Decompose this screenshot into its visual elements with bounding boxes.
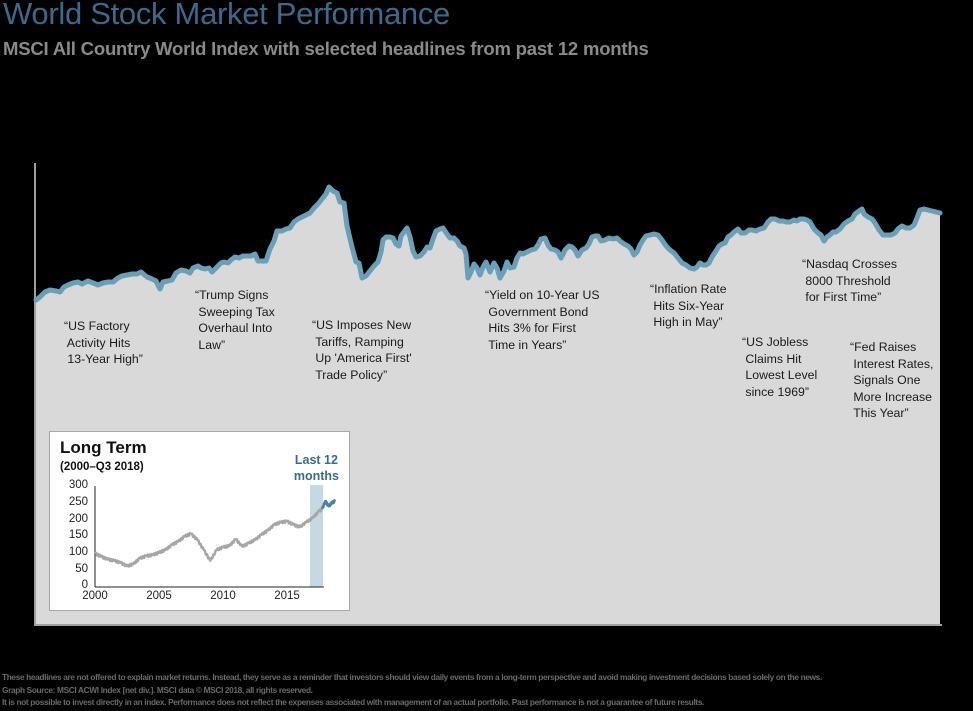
annotation-inflation: “Inflation Rate Hits Six-Year High in Ma…: [650, 282, 727, 330]
annotation-nasdaq: “Nasdaq Crosses 8000 Threshold for First…: [802, 257, 897, 305]
long-term-inset: Long Term (2000–Q3 2018) Last 12 months …: [49, 431, 350, 611]
x-tick-2005: 2005: [146, 590, 172, 602]
x-tick-2000: 2000: [82, 590, 108, 602]
annotation-jobless: “US Jobless Claims Hit Lowest Level sinc…: [742, 335, 818, 399]
y-tick-50: 50: [75, 563, 88, 575]
x-tick-2015: 2015: [274, 590, 300, 602]
inset-subtitle: (2000–Q3 2018): [60, 461, 144, 473]
footer-line-3: It is not possible to invest directly in…: [2, 697, 705, 708]
y-tick-0: 0: [81, 579, 88, 591]
footer-disclaimer: These headlines are not offered to expla…: [2, 671, 822, 709]
footer-line-2: Graph Source: MSCI ACWI Index [net div.]…: [2, 684, 313, 695]
chart-subtitle: MSCI All Country World Index with select…: [3, 38, 649, 59]
annotation-yield: “Yield on 10-Year US Government Bond Hit…: [485, 288, 600, 352]
y-tick-300: 300: [68, 479, 88, 491]
inset-plot: [94, 485, 337, 588]
annotation-fed: “Fed Raises Interest Rates, Signals One …: [850, 340, 934, 421]
annotation-us-factory: “US Factory Activity Hits 13-Year High”: [64, 319, 143, 367]
y-tick-250: 250: [68, 496, 88, 508]
annotation-us-tariffs: “US Imposes New Tariffs, Ramping Up 'Ame…: [312, 318, 412, 382]
last-12-months-label: Last 12 months: [293, 453, 339, 483]
y-tick-150: 150: [68, 529, 88, 541]
y-tick-100: 100: [68, 546, 88, 558]
chart-title: World Stock Market Performance: [3, 0, 450, 31]
annotation-trump-tax: “Trump Signs Sweeping Tax Overhaul Into …: [195, 288, 275, 352]
inset-long-term-line: [94, 507, 324, 568]
inset-last-12-line: [320, 499, 337, 510]
last-12-months-band: [310, 485, 323, 587]
footer-line-1: These headlines are not offered to expla…: [2, 672, 822, 682]
inset-title: Long Term: [60, 438, 147, 457]
index-line: [33, 184, 943, 303]
y-tick-200: 200: [68, 513, 88, 525]
x-tick-2010: 2010: [210, 590, 236, 602]
